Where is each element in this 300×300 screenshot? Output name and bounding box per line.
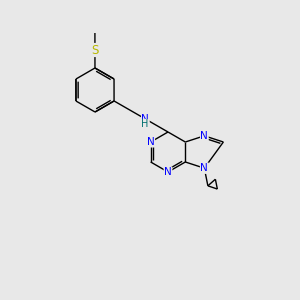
Text: N: N — [164, 167, 172, 177]
Text: N: N — [200, 131, 208, 141]
Text: N: N — [147, 137, 154, 147]
Text: H: H — [141, 119, 148, 129]
Text: N: N — [142, 114, 149, 124]
Text: N: N — [200, 163, 208, 173]
Text: N: N — [200, 163, 208, 173]
Text: S: S — [91, 44, 99, 56]
